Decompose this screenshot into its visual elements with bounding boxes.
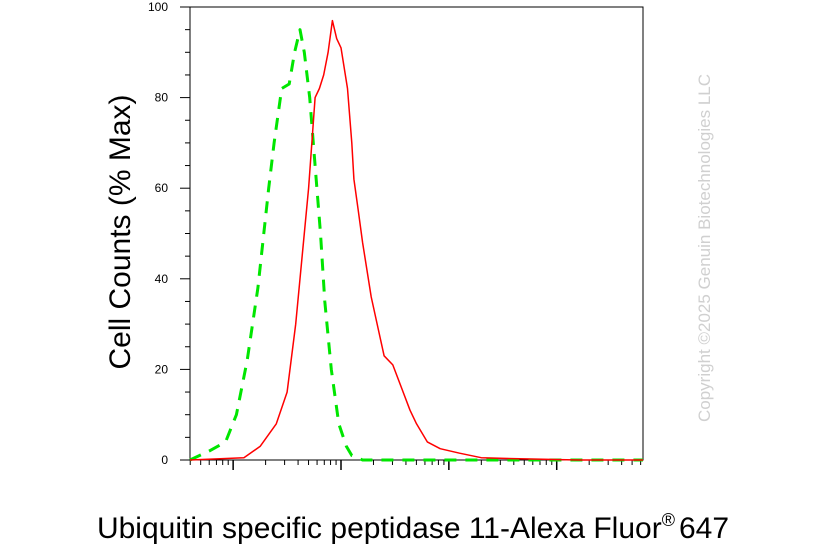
plot-border xyxy=(189,6,644,461)
y-tick-label: 20 xyxy=(155,362,169,376)
x-axis-title-superscript: ® xyxy=(662,510,675,530)
plot-frame xyxy=(189,6,644,461)
series-layer xyxy=(189,19,643,462)
x-axis xyxy=(189,460,642,470)
sample-histogram-line xyxy=(189,19,643,461)
x-axis-title: Ubiquitin specific peptidase 11-Alexa Fl… xyxy=(97,510,729,545)
y-axis: 0 20 40 60 80 100 xyxy=(148,0,190,467)
copyright-watermark: Copyright ©2025 Genuin Biotechnologies L… xyxy=(695,74,714,422)
y-tick-label: 60 xyxy=(155,181,169,195)
x-axis-title-main: Ubiquitin specific peptidase 11-Alexa Fl… xyxy=(97,512,662,545)
y-tick-label: 0 xyxy=(161,453,168,467)
y-tick-label: 100 xyxy=(148,0,168,14)
y-tick-label: 80 xyxy=(155,91,169,105)
x-axis-title-suffix: 647 xyxy=(679,512,729,545)
y-axis-title: Cell Counts (% Max) xyxy=(104,94,137,369)
control-histogram-line xyxy=(189,28,643,462)
y-tick-label: 40 xyxy=(155,272,169,286)
